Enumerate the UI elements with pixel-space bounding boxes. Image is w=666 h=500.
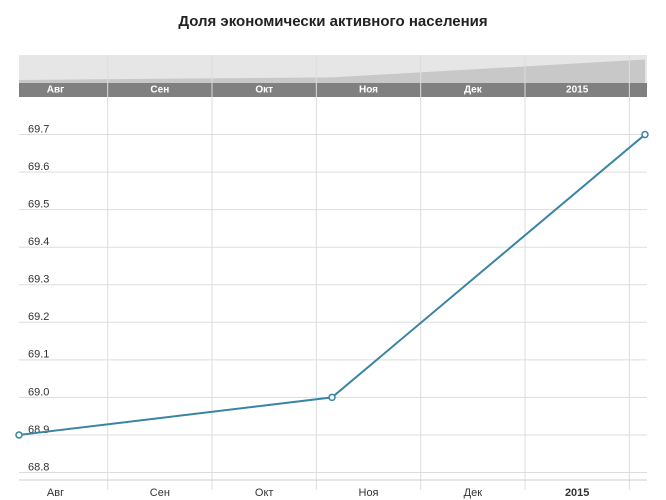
navigator-area	[19, 59, 645, 83]
navigator	[19, 59, 645, 83]
point	[328, 393, 336, 402]
navigator-label: Дек	[464, 85, 483, 96]
navigator-label: 2015	[566, 85, 589, 96]
navigator-label: Сен	[150, 85, 169, 96]
y-tick-label: 69.0	[28, 386, 49, 398]
point	[641, 130, 649, 139]
y-tick-label: 69.4	[28, 236, 49, 248]
x-tick-label: Авг	[47, 487, 64, 499]
navigator-label: Окт	[255, 85, 273, 96]
chart-title: Доля экономически активного населения	[178, 13, 487, 30]
navigator-label: Авг	[47, 85, 65, 96]
y-tick-label: 69.6	[28, 161, 49, 173]
x-tick-label: Окт	[255, 487, 274, 499]
navigator-band	[19, 83, 647, 97]
x-tick-label: Дек	[464, 487, 483, 499]
y-tick-label: 69.3	[28, 274, 49, 286]
point	[15, 431, 23, 439]
y-tick-label: 69.5	[28, 199, 49, 211]
x-tick-label: Сен	[150, 487, 170, 499]
y-tick-label: 69.2	[28, 311, 49, 323]
y-tick-label: 69.7	[28, 123, 49, 135]
x-tick-label: Ноя	[359, 487, 379, 499]
y-tick-label: 68.8	[28, 461, 49, 473]
navigator-label: Ноя	[359, 85, 378, 96]
x-tick-label: 2015	[565, 487, 589, 499]
y-tick-label: 69.1	[28, 349, 49, 361]
